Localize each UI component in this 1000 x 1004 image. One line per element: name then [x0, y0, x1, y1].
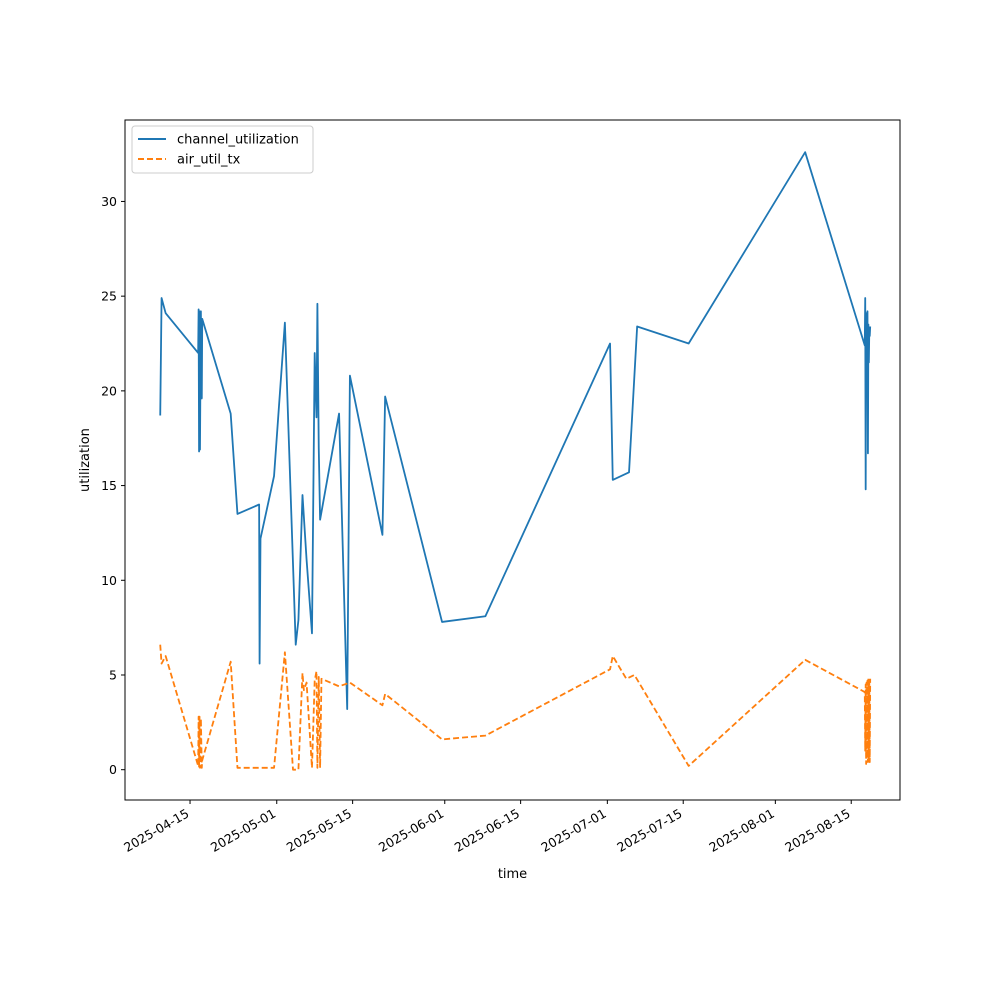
x-tick-label: 2025-07-01	[538, 806, 608, 855]
x-axis-ticks: 2025-04-15 2025-05-01 2025-05-15 2025-06-01…	[121, 800, 853, 855]
x-tick-label: 2025-05-01	[208, 806, 278, 855]
y-tick-label: 20	[101, 383, 117, 398]
series-line-air-util-tx	[159, 644, 872, 771]
x-tick-label: 2025-07-15	[614, 806, 684, 855]
y-tick-label: 5	[109, 667, 117, 682]
y-tick-label: 10	[101, 573, 117, 588]
x-tick-label: 2025-06-15	[452, 806, 522, 855]
legend-label-channel-utilization: channel_utilization	[177, 133, 299, 148]
plot-frame	[124, 119, 901, 801]
y-tick-label: 30	[101, 194, 117, 209]
x-tick-label: 2025-06-01	[376, 806, 446, 855]
series-layer	[159, 151, 872, 771]
y-axis-ticks: 0 5 10 15 20 25 30	[101, 194, 125, 777]
x-tick-label: 2025-08-01	[706, 806, 776, 855]
x-tick-label: 2025-04-15	[121, 806, 191, 855]
y-tick-label: 0	[109, 762, 117, 777]
legend-box	[131, 125, 314, 174]
y-axis-label: utilization	[78, 428, 93, 492]
legend: channel_utilization air_util_tx	[131, 125, 314, 174]
legend-label-air-util-tx: air_util_tx	[177, 153, 241, 168]
x-axis-label: time	[498, 867, 527, 882]
y-tick-label: 25	[101, 289, 117, 304]
series-line-channel-utilization	[159, 151, 872, 710]
x-tick-label: 2025-05-15	[284, 806, 354, 855]
x-tick-label: 2025-08-15	[782, 806, 852, 855]
y-tick-label: 15	[101, 478, 117, 493]
